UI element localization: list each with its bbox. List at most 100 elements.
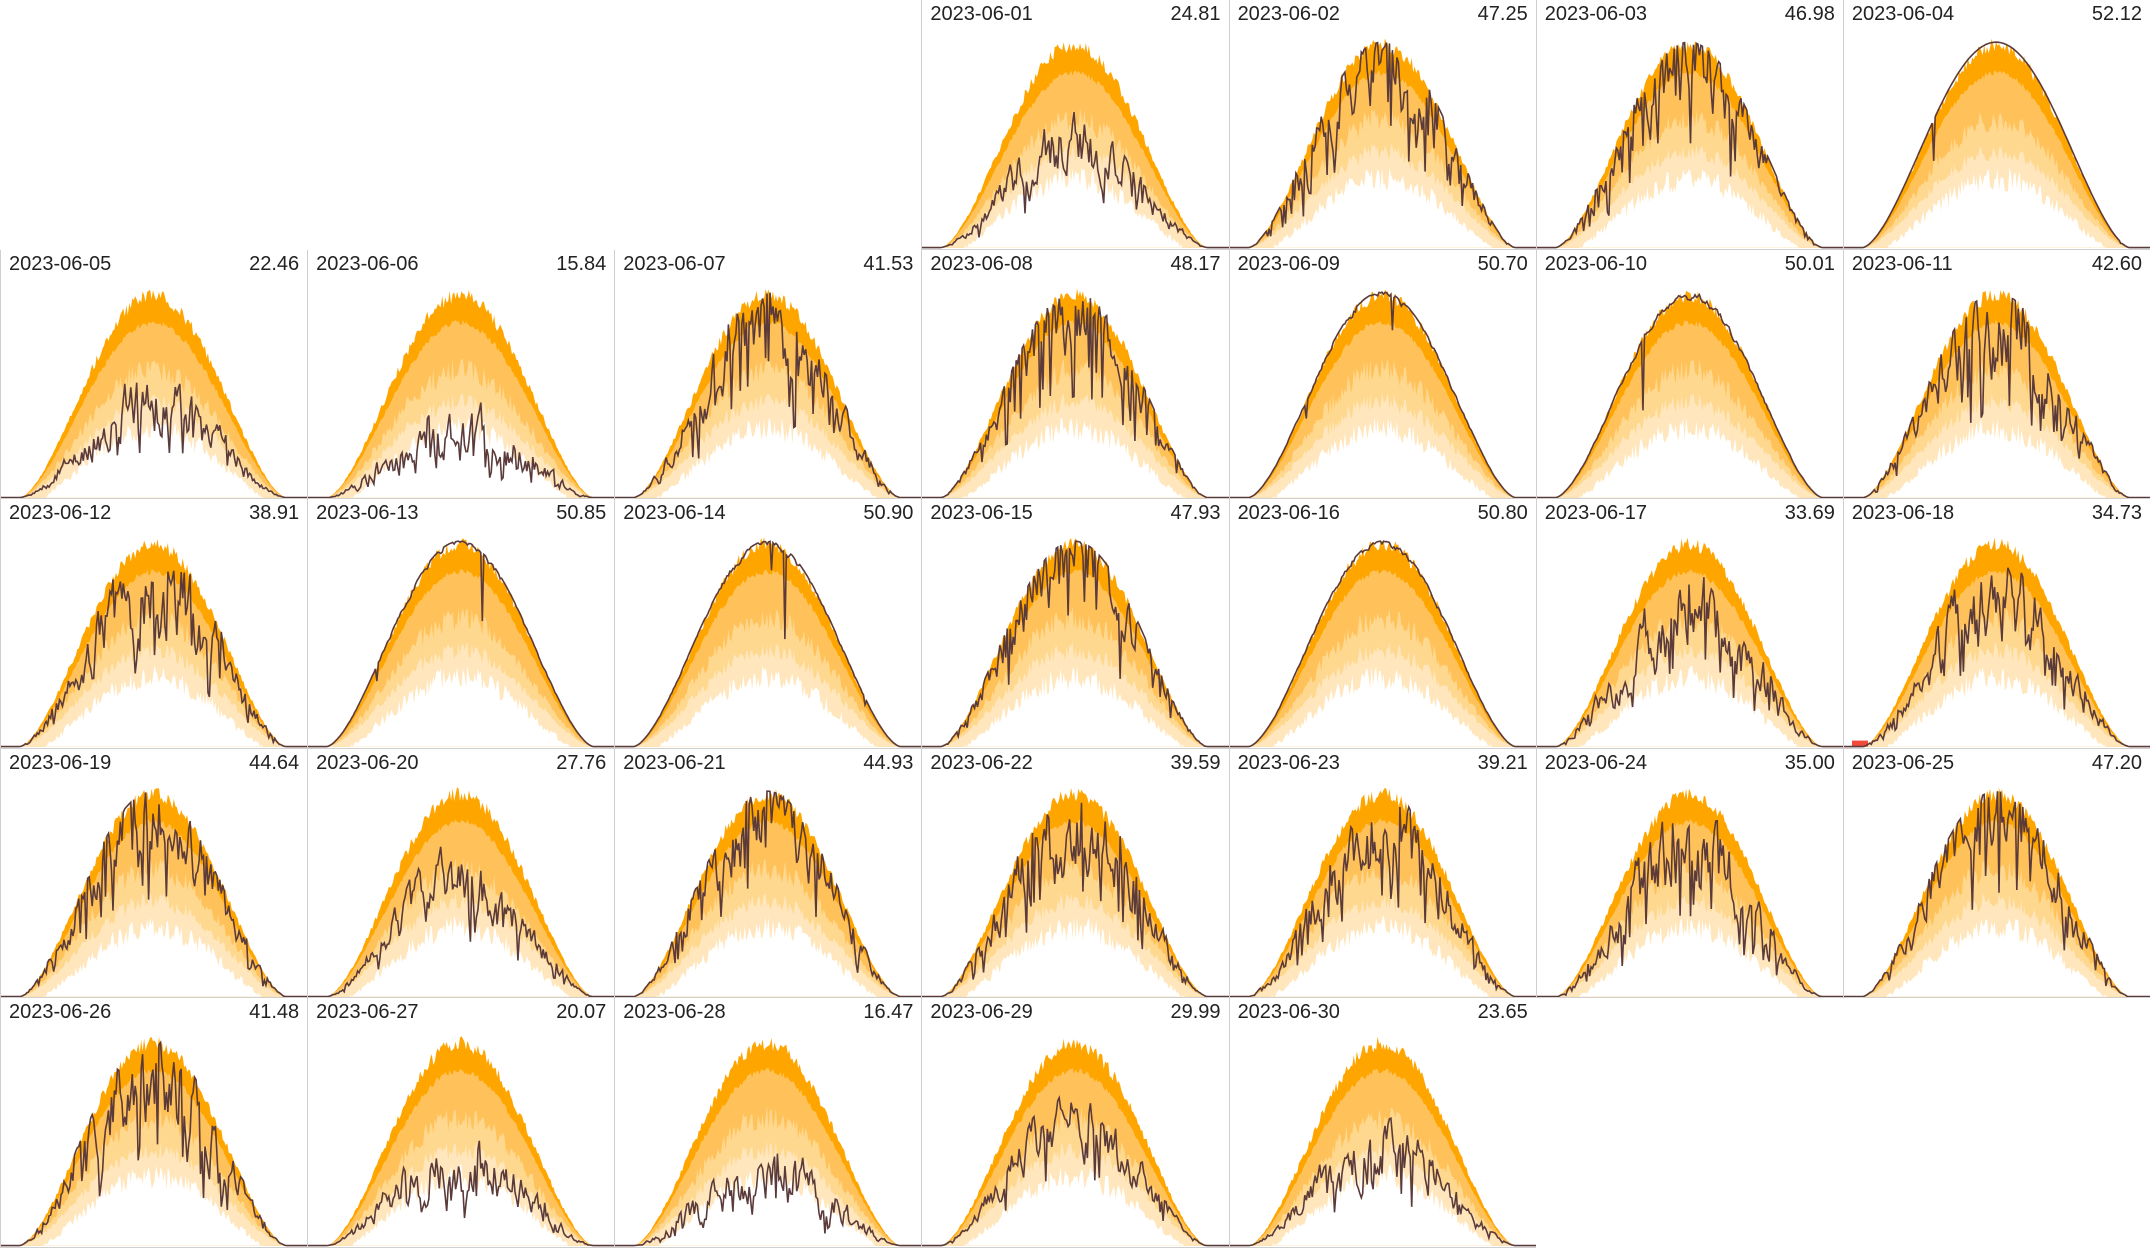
day-date-label: 2023-06-21: [623, 751, 726, 774]
actual-production-line: [1536, 41, 1843, 249]
envelope-base-area: [326, 915, 594, 997]
day-total-label: 50.85: [556, 502, 607, 525]
actual-production-line: [1843, 790, 2150, 998]
day-date-label: 2023-06-27: [316, 1001, 419, 1024]
day-chart: [1536, 290, 1843, 498]
actual-production-line: [1843, 297, 2150, 498]
envelope-base-area: [1555, 416, 1823, 498]
actual-production-line: [1229, 290, 1536, 498]
day-total-label: 47.93: [1170, 502, 1221, 525]
day-cell: 2023-06-26 41.48: [0, 998, 308, 1248]
day-date-label: 2023-06-16: [1237, 502, 1340, 525]
day-chart: [308, 538, 615, 748]
day-chart: [615, 1038, 922, 1247]
day-chart: [922, 538, 1229, 748]
actual-production-line: [1, 1040, 308, 1247]
day-cell: 2023-06-03 46.98: [1535, 0, 1843, 250]
actual-production-line: [922, 802, 1229, 998]
highlight-marker: [1851, 740, 1868, 747]
envelope-base-area: [633, 917, 901, 997]
day-chart: [1536, 537, 1843, 748]
envelope-base-area: [633, 417, 901, 498]
day-total-label: 50.01: [1784, 252, 1835, 275]
day-chart: [1536, 788, 1843, 998]
day-total-label: 42.60: [2091, 252, 2142, 275]
day-chart: [922, 288, 1229, 498]
day-total-label: 35.00: [1784, 751, 1835, 774]
day-total-label: 29.99: [1170, 1001, 1221, 1024]
day-cell: 2023-06-16 50.80: [1228, 499, 1536, 749]
day-chart: [615, 537, 922, 748]
envelope-base-area: [1862, 418, 2130, 498]
day-chart: [1, 289, 308, 498]
day-cell: 2023-06-12 38.91: [0, 499, 308, 749]
actual-production-line: [922, 112, 1229, 249]
envelope-base-area: [940, 665, 1209, 747]
day-date-label: 2023-06-20: [316, 751, 419, 774]
actual-production-line: [922, 540, 1229, 748]
day-cell: 2023-06-29 29.99: [921, 998, 1229, 1248]
actual-production-line: [615, 1154, 922, 1247]
day-cell: 2023-06-24 35.00: [1535, 748, 1843, 999]
actual-production-line: [922, 297, 1229, 498]
envelope-base-area: [1862, 918, 2130, 997]
day-total-label: 16.47: [863, 1001, 914, 1024]
day-total-label: 15.84: [556, 252, 607, 275]
day-date-label: 2023-06-09: [1237, 252, 1340, 275]
day-date-label: 2023-06-06: [316, 252, 419, 275]
day-date-label: 2023-06-04: [1851, 3, 1955, 25]
actual-production-line: [1536, 577, 1843, 748]
day-chart: [922, 787, 1229, 998]
day-date-label: 2023-06-07: [623, 252, 726, 275]
envelope-base-area: [1247, 1165, 1516, 1246]
envelope-base-area: [1247, 666, 1516, 747]
day-date-label: 2023-06-15: [930, 502, 1033, 525]
day-total-label: 34.73: [2091, 502, 2142, 525]
envelope-base-area: [326, 1165, 594, 1246]
day-chart: [1843, 289, 2150, 498]
day-chart: [1, 539, 308, 748]
envelope-base-area: [1555, 168, 1823, 248]
day-chart: [615, 288, 922, 498]
envelope-base-area: [19, 418, 287, 498]
day-total-label: 20.07: [556, 1001, 607, 1024]
day-total-label: 41.53: [863, 252, 914, 275]
day-cell: 2023-06-30 23.65: [1228, 998, 1536, 1248]
day-date-label: 2023-06-03: [1544, 3, 1648, 25]
day-total-label: 24.81: [1170, 3, 1221, 25]
day-total-label: 46.98: [1784, 3, 1835, 25]
day-date-label: 2023-06-28: [623, 1001, 726, 1024]
day-total-label: 44.64: [249, 751, 300, 774]
day-cell: 2023-06-25 47.20: [1842, 748, 2150, 999]
day-chart: [1229, 1036, 1536, 1247]
day-date-label: 2023-06-12: [9, 502, 112, 525]
day-cell: 2023-06-23 39.21: [1228, 748, 1536, 999]
day-total-label: 33.69: [1784, 502, 1835, 525]
day-total-label: 22.46: [249, 252, 300, 275]
day-chart: [1, 1037, 308, 1247]
actual-production-line: [1536, 819, 1843, 998]
envelope-base-area: [1862, 167, 2130, 248]
day-total-label: 50.70: [1477, 252, 1528, 275]
day-cell: 2023-06-19 44.64: [0, 748, 308, 999]
day-chart: [1229, 539, 1536, 748]
day-date-label: 2023-06-14: [623, 502, 726, 525]
day-date-label: 2023-06-19: [9, 751, 112, 774]
day-total-label: 47.20: [2091, 751, 2142, 774]
day-chart: [922, 1038, 1229, 1247]
day-date-label: 2023-06-02: [1237, 3, 1340, 25]
day-total-label: 44.93: [863, 751, 914, 774]
envelope-base-area: [19, 917, 287, 997]
day-chart: [308, 786, 615, 998]
day-chart: [1843, 537, 2150, 748]
envelope-base-area: [940, 1167, 1209, 1246]
day-cell: 2023-06-10 50.01: [1535, 249, 1843, 500]
day-total-label: 27.76: [556, 751, 607, 774]
actual-production-line: [1229, 540, 1536, 748]
day-date-label: 2023-06-01: [930, 3, 1033, 25]
day-date-label: 2023-06-10: [1544, 252, 1648, 275]
day-date-label: 2023-06-25: [1851, 751, 1955, 774]
day-date-label: 2023-06-26: [9, 1001, 112, 1024]
day-chart: [308, 1036, 615, 1247]
